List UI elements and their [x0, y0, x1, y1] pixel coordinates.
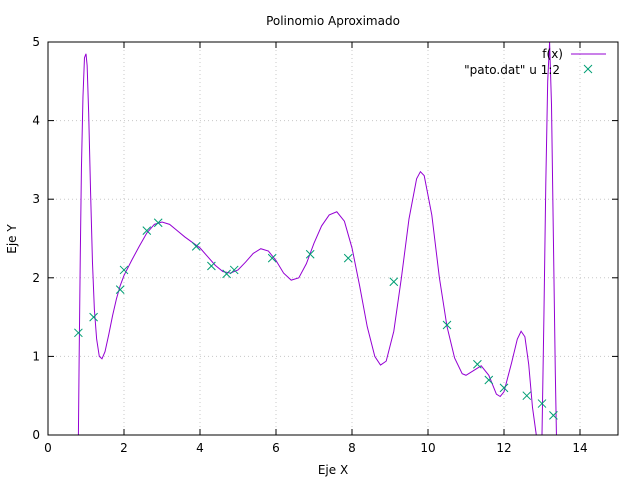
data-point: [484, 375, 494, 385]
data-point: [89, 312, 98, 322]
y-tick-label: 4: [32, 114, 40, 128]
data-point: [267, 253, 277, 263]
series-line-0-1: [541, 41, 557, 436]
series-line-0-0: [77, 53, 537, 436]
data-point: [191, 242, 201, 251]
data-point: [153, 218, 163, 228]
grid: [47, 41, 618, 436]
x-tick-label: 4: [196, 441, 204, 455]
x-tick-label: 0: [44, 441, 52, 455]
data-point: [222, 269, 231, 279]
legend-label-fx: f(x): [542, 47, 563, 61]
legend: f(x) "pato.dat" u 1:2: [464, 47, 606, 77]
x-tick-label: 8: [348, 441, 356, 455]
y-tick-label: 0: [32, 428, 40, 442]
data-point: [142, 226, 152, 235]
y-tick-label: 1: [32, 349, 40, 363]
data-point: [119, 265, 129, 275]
x-tick-label: 2: [120, 441, 128, 455]
plot-border: [47, 41, 619, 436]
y-tick-label: 3: [32, 192, 40, 206]
legend-marker-data: [583, 64, 593, 74]
data-point: [389, 277, 399, 287]
data-point: [499, 383, 509, 393]
data-point: [549, 410, 558, 420]
x-tick-label: 14: [572, 441, 587, 455]
x-tick-label: 10: [420, 441, 435, 455]
chart-title: Polinomio Aproximado: [266, 14, 400, 28]
data-point: [115, 285, 125, 294]
legend-label-data: "pato.dat" u 1:2: [464, 63, 560, 77]
data-point: [473, 359, 482, 369]
data-point: [343, 253, 353, 263]
x-tick-label: 12: [496, 441, 511, 455]
data-point: [537, 399, 547, 408]
data-point: [522, 391, 532, 401]
data-point: [74, 328, 83, 338]
data-point: [229, 265, 239, 275]
x-axis-label: Eje X: [318, 463, 348, 477]
x-tick-label: 6: [272, 441, 280, 455]
data-point: [442, 320, 452, 330]
y-tick-label: 2: [32, 271, 40, 285]
data-point: [207, 261, 216, 271]
y-tick-label: 5: [32, 35, 40, 49]
y-axis-label: Eje Y: [5, 224, 19, 254]
series-layer: [74, 41, 558, 436]
data-point: [305, 249, 315, 259]
